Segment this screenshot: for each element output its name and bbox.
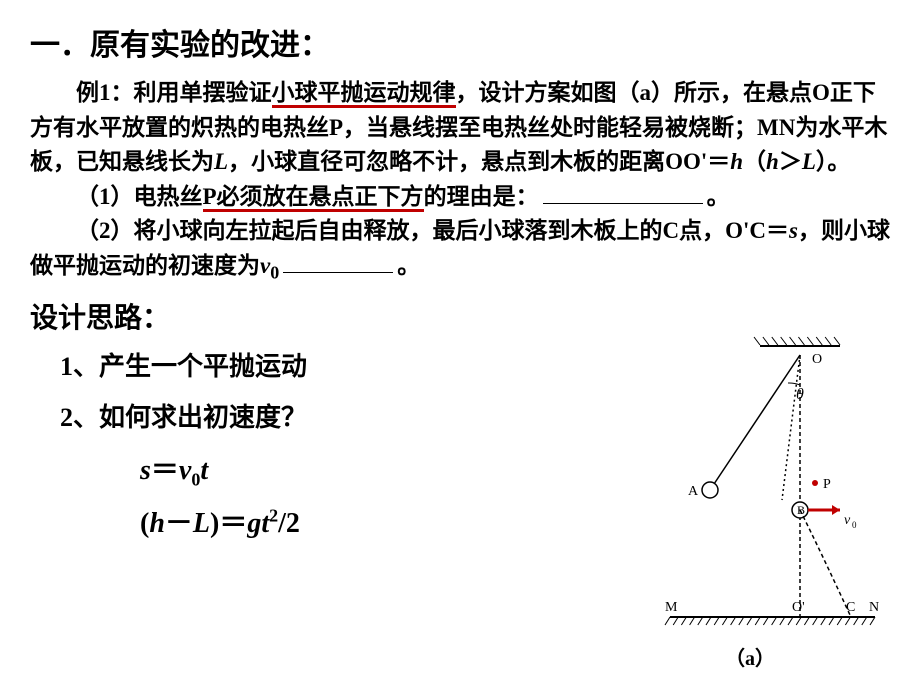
eq2-minus: － xyxy=(165,508,193,539)
svg-text:θ: θ xyxy=(796,386,804,403)
underlined-phrase-1: 小球平抛运动规律 xyxy=(272,80,456,108)
var-h2: h xyxy=(766,149,779,174)
eq1-s: s xyxy=(140,455,151,486)
eq2-eq: ＝ xyxy=(219,508,247,539)
diagram-container: OθAPBv0MO'CN （a） xyxy=(620,335,880,665)
svg-text:P: P xyxy=(823,477,831,492)
var-v0: v xyxy=(260,253,270,278)
q1-prefix: （1）电热丝 xyxy=(76,184,203,209)
svg-text:M: M xyxy=(665,600,678,615)
svg-text:C: C xyxy=(846,600,855,615)
var-L2: L xyxy=(802,149,816,174)
svg-text:N: N xyxy=(869,600,879,615)
gt-sign: ＞ xyxy=(779,149,802,174)
q2-end: 。 xyxy=(397,253,420,278)
eq2-g: g xyxy=(247,508,261,539)
eq1-v: v xyxy=(179,455,191,486)
svg-text:O': O' xyxy=(792,600,805,615)
problem-prefix: 例1：利用单摆验证 xyxy=(76,80,272,105)
svg-text:O: O xyxy=(812,352,822,367)
svg-text:A: A xyxy=(688,484,699,499)
var-h: h xyxy=(730,149,743,174)
diagram-caption: （a） xyxy=(620,642,880,671)
section-heading: 一．原有实验的改进： xyxy=(30,20,890,64)
eq2-sup2: 2 xyxy=(269,505,278,525)
q1-after: 的理由是： xyxy=(424,184,539,209)
problem-text-3: （ xyxy=(743,149,766,174)
problem-statement: 例1：利用单摆验证小球平抛运动规律，设计方案如图（a）所示，在悬点O正下方有水平… xyxy=(30,76,890,286)
var-s: s xyxy=(789,218,798,243)
blank-1 xyxy=(543,203,703,204)
pendulum-diagram: Oθ A P Bv0 M O' CN xyxy=(620,335,880,635)
q1-end: 。 xyxy=(707,184,730,209)
design-idea-heading: 设计思路： xyxy=(30,296,890,336)
eq1-sub0: 0 xyxy=(191,470,200,490)
eq1-eq: ＝ xyxy=(151,455,179,486)
q2-text: （2）将小球向左拉起后自由释放，最后小球落到木板上的C点，O'C＝ xyxy=(76,218,789,243)
problem-text-4: ）。 xyxy=(816,149,851,174)
eq2-t: t xyxy=(261,508,269,539)
eq2-h: h xyxy=(149,508,165,539)
var-v0-sub: 0 xyxy=(270,262,279,282)
eq2-L: L xyxy=(193,508,210,539)
eq1-t: t xyxy=(200,455,208,486)
svg-text:B: B xyxy=(797,503,805,517)
eq2-over2: /2 xyxy=(278,508,300,539)
svg-text:v: v xyxy=(844,513,851,528)
var-L: L xyxy=(214,149,228,174)
eq2-open: ( xyxy=(140,508,149,539)
svg-text:0: 0 xyxy=(852,520,857,530)
problem-text-2: ，小球直径可忽略不计，悬点到木板的距离OO'＝ xyxy=(228,149,730,174)
eq2-close: ) xyxy=(210,508,219,539)
underlined-phrase-2: P必须放在悬点正下方 xyxy=(203,184,424,212)
blank-2 xyxy=(283,272,393,273)
